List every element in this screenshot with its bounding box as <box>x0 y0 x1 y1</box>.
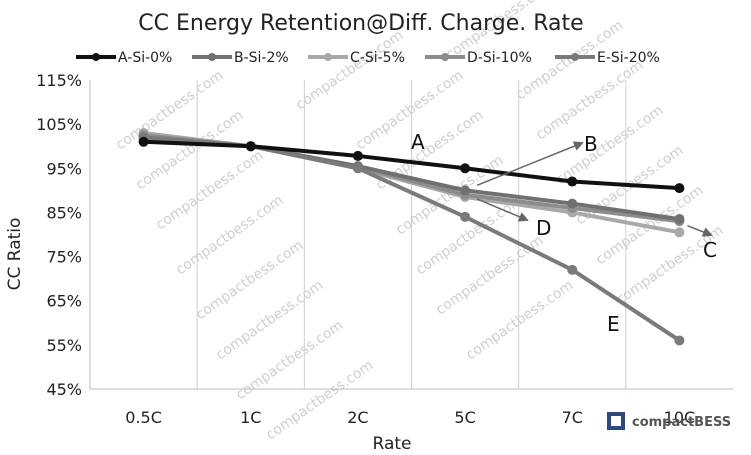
data-point <box>352 150 363 161</box>
data-point <box>674 214 685 225</box>
data-point <box>674 335 685 346</box>
x-tick-labels: 0.5C 1C 2C 5C 7C 10C <box>125 408 695 427</box>
legend-swatch-marker <box>208 53 216 61</box>
legend-swatch-marker <box>441 53 449 61</box>
watermark-text: compactbess.com <box>293 27 406 113</box>
data-point <box>567 198 578 209</box>
annotation-arrow <box>476 141 584 187</box>
data-point <box>352 163 363 174</box>
annotation-label: B <box>584 132 598 156</box>
y-tick-labels: 45% 55% 65% 75% 85% 95% 105% 115% <box>36 71 82 399</box>
x-tick-label: 1C <box>240 408 261 427</box>
x-axis-title: Rate <box>373 434 412 454</box>
data-point <box>460 211 471 222</box>
legend-swatch-marker <box>571 53 579 61</box>
logo-text: compactBESS <box>632 415 731 430</box>
data-point <box>460 163 471 174</box>
series-layer <box>138 127 685 346</box>
y-axis-title: CC Ratio <box>5 218 25 291</box>
x-tick-label: 7C <box>562 408 583 427</box>
legend: A-Si-0% B-Si-2% C-Si-5% D-Si-10% E-Si-20% <box>76 50 660 66</box>
annotation-label: A <box>411 130 425 154</box>
data-point <box>674 183 685 194</box>
legend-swatch-marker <box>92 53 100 61</box>
legend-swatch-marker <box>324 53 332 61</box>
legend-label: E-Si-20% <box>597 50 660 66</box>
legend-label: B-Si-2% <box>234 50 289 66</box>
annotation-label: C <box>703 238 717 262</box>
grid <box>196 80 627 389</box>
legend-label: C-Si-5% <box>350 50 405 66</box>
y-tick-label: 75% <box>46 248 82 267</box>
chart-title: CC Energy Retention@Diff. Charge. Rate <box>138 11 583 36</box>
watermark-layer: compactbess.comcompactbess.comcompactbes… <box>113 0 726 443</box>
data-point <box>674 227 685 238</box>
y-tick-label: 95% <box>46 159 82 178</box>
y-tick-label: 55% <box>46 336 82 355</box>
y-tick-label: 45% <box>46 380 82 399</box>
annotation-arrow <box>687 224 713 237</box>
y-tick-label: 65% <box>46 292 82 311</box>
axes <box>89 80 733 390</box>
annotations: A B C D E <box>411 130 717 336</box>
logo-icon-inner <box>611 416 621 426</box>
annotation-label: D <box>536 216 551 240</box>
y-tick-label: 105% <box>36 115 82 134</box>
x-tick-label: 2C <box>347 408 368 427</box>
data-point <box>567 176 578 187</box>
legend-label: D-Si-10% <box>467 50 532 66</box>
data-point <box>460 185 471 196</box>
annotation-arrow <box>476 198 529 222</box>
series-line <box>143 139 680 191</box>
y-tick-label: 115% <box>36 71 82 90</box>
annotation-label: E <box>607 312 620 336</box>
x-tick-label: 5C <box>454 408 475 427</box>
y-tick-label: 85% <box>46 203 82 222</box>
brand-logo: compactBESS <box>607 412 731 430</box>
legend-label: A-Si-0% <box>118 50 172 66</box>
x-tick-label: 10C <box>664 408 696 427</box>
data-point <box>245 141 256 152</box>
data-point <box>567 264 578 275</box>
data-point <box>138 136 149 147</box>
x-tick-label: 0.5C <box>125 408 162 427</box>
